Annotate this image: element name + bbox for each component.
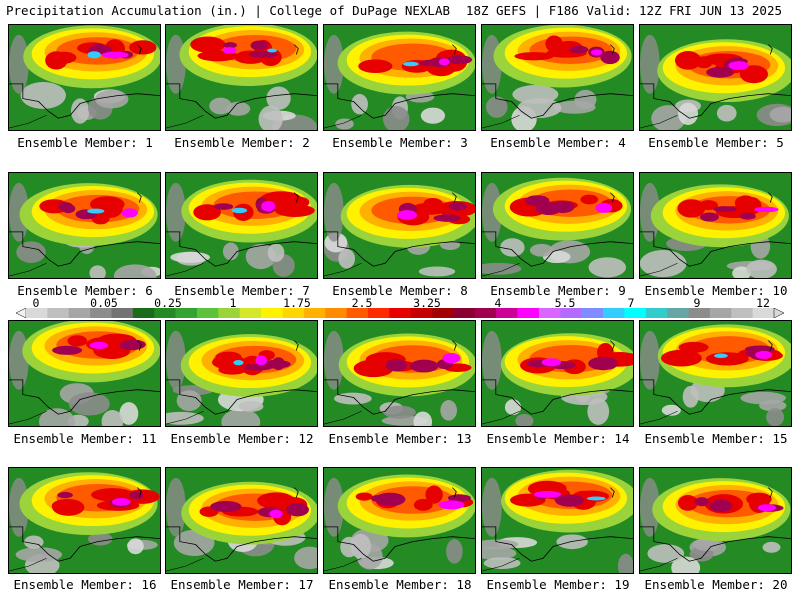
ensemble-member-map [481,320,634,427]
colorbar-min-arrow [16,308,27,318]
colorbar-bin [389,308,411,318]
colorbar-bin [688,308,711,318]
ensemble-member-map [639,467,792,574]
colorbar-bin [261,308,283,318]
colorbar-bin [303,308,326,318]
colorbar-bin [667,308,689,318]
colorbar-bin [47,308,70,318]
colorbar-bin [367,308,390,318]
colorbar-bin [346,308,369,318]
colorbar-labels: 0 0.05 0.25 1 1.75 2.5 3.25 4 5.5 7 9 12 [0,296,800,310]
ensemble-member-label: Ensemble Member: 13 [328,431,472,446]
ensemble-member-map [323,320,476,427]
colorbar-bin [624,308,647,318]
colorbar-tick-label: 0.05 [90,296,118,310]
colorbar-bin [432,308,454,318]
colorbar-bin [453,308,476,318]
colorbar-tick-label: 3.25 [413,296,441,310]
ensemble-member-map [639,24,792,131]
ensemble-member-label: Ensemble Member: 18 [328,577,472,592]
ensemble-member-label: Ensemble Member: 3 [332,135,468,150]
colorbar-tick-label: 7 [627,296,635,310]
ensemble-member-label: Ensemble Member: 7 [174,283,310,298]
colorbar-bin [538,308,561,318]
colorbar-bin [26,308,48,318]
ensemble-member-label: Ensemble Member: 10 [644,283,788,298]
colorbar-tick-label: 4 [494,296,502,310]
colorbar-bin [560,308,582,318]
ensemble-member-map [165,467,318,574]
ensemble-member-label: Ensemble Member: 17 [170,577,314,592]
colorbar-tick-label: 2.5 [351,296,373,310]
colorbar-bin [410,308,433,318]
ensemble-member-map [8,467,161,574]
colorbar-tick-label: 0 [32,296,40,310]
colorbar-bin [68,308,91,318]
ensemble-member-label: Ensemble Member: 15 [644,431,788,446]
ensemble-member-label: Ensemble Member: 14 [486,431,630,446]
ensemble-member-map [323,172,476,279]
colorbar-bin [709,308,732,318]
ensemble-member-map [165,172,318,279]
colorbar [16,308,784,318]
colorbar-bin [175,308,198,318]
colorbar-bin [132,308,155,318]
ensemble-member-map [481,24,634,131]
colorbar-max-arrow [773,308,784,318]
colorbar-bin [731,308,753,318]
ensemble-member-map [165,320,318,427]
colorbar-tick-label: 1 [229,296,237,310]
colorbar-bin [517,308,540,318]
ensemble-member-map [323,24,476,131]
ensemble-member-label: Ensemble Member: 4 [490,135,626,150]
ensemble-member-map [323,467,476,574]
colorbar-tick-label: 1.75 [283,296,311,310]
ensemble-member-map [8,172,161,279]
ensemble-member-label: Ensemble Member: 16 [13,577,157,592]
colorbar-bin [111,308,134,318]
ensemble-member-label: Ensemble Member: 5 [648,135,784,150]
colorbar-tick-label: 5.5 [554,296,576,310]
ensemble-member-label: Ensemble Member: 19 [486,577,630,592]
ensemble-member-label: Ensemble Member: 20 [644,577,788,592]
ensemble-member-map [8,320,161,427]
ensemble-member-map [165,24,318,131]
colorbar-bin [496,308,518,318]
colorbar-tick-label: 9 [693,296,701,310]
colorbar-bin [603,308,625,318]
ensemble-member-label: Ensemble Member: 2 [174,135,310,150]
ensemble-member-label: Ensemble Member: 11 [13,431,157,446]
colorbar-bin [90,308,112,318]
ensemble-member-map [8,24,161,131]
colorbar-bin [581,308,604,318]
colorbar-bin [218,308,241,318]
ensemble-member-map [481,172,634,279]
ensemble-member-label: Ensemble Member: 8 [332,283,468,298]
colorbar-bin [752,308,775,318]
colorbar-tick-label: 12 [756,296,770,310]
run-valid-time: 18Z GEFS | F186 Valid: 12Z FRI JUN 13 20… [465,3,782,18]
ensemble-member-map [481,467,634,574]
colorbar-bin [474,308,497,318]
ensemble-member-label: Ensemble Member: 12 [170,431,314,446]
colorbar-bin [239,308,262,318]
chart-title: Precipitation Accumulation (in.) | Colle… [6,3,451,18]
colorbar-bin [282,308,305,318]
colorbar-bin [645,308,668,318]
colorbar-bin [325,308,347,318]
ensemble-member-map [639,172,792,279]
ensemble-member-label: Ensemble Member: 1 [17,135,153,150]
ensemble-member-label: Ensemble Member: 9 [490,283,626,298]
colorbar-bin [196,308,219,318]
colorbar-tick-label: 0.25 [154,296,182,310]
ensemble-member-label: Ensemble Member: 6 [17,283,153,298]
colorbar-bin [154,308,176,318]
ensemble-member-map [639,320,792,427]
